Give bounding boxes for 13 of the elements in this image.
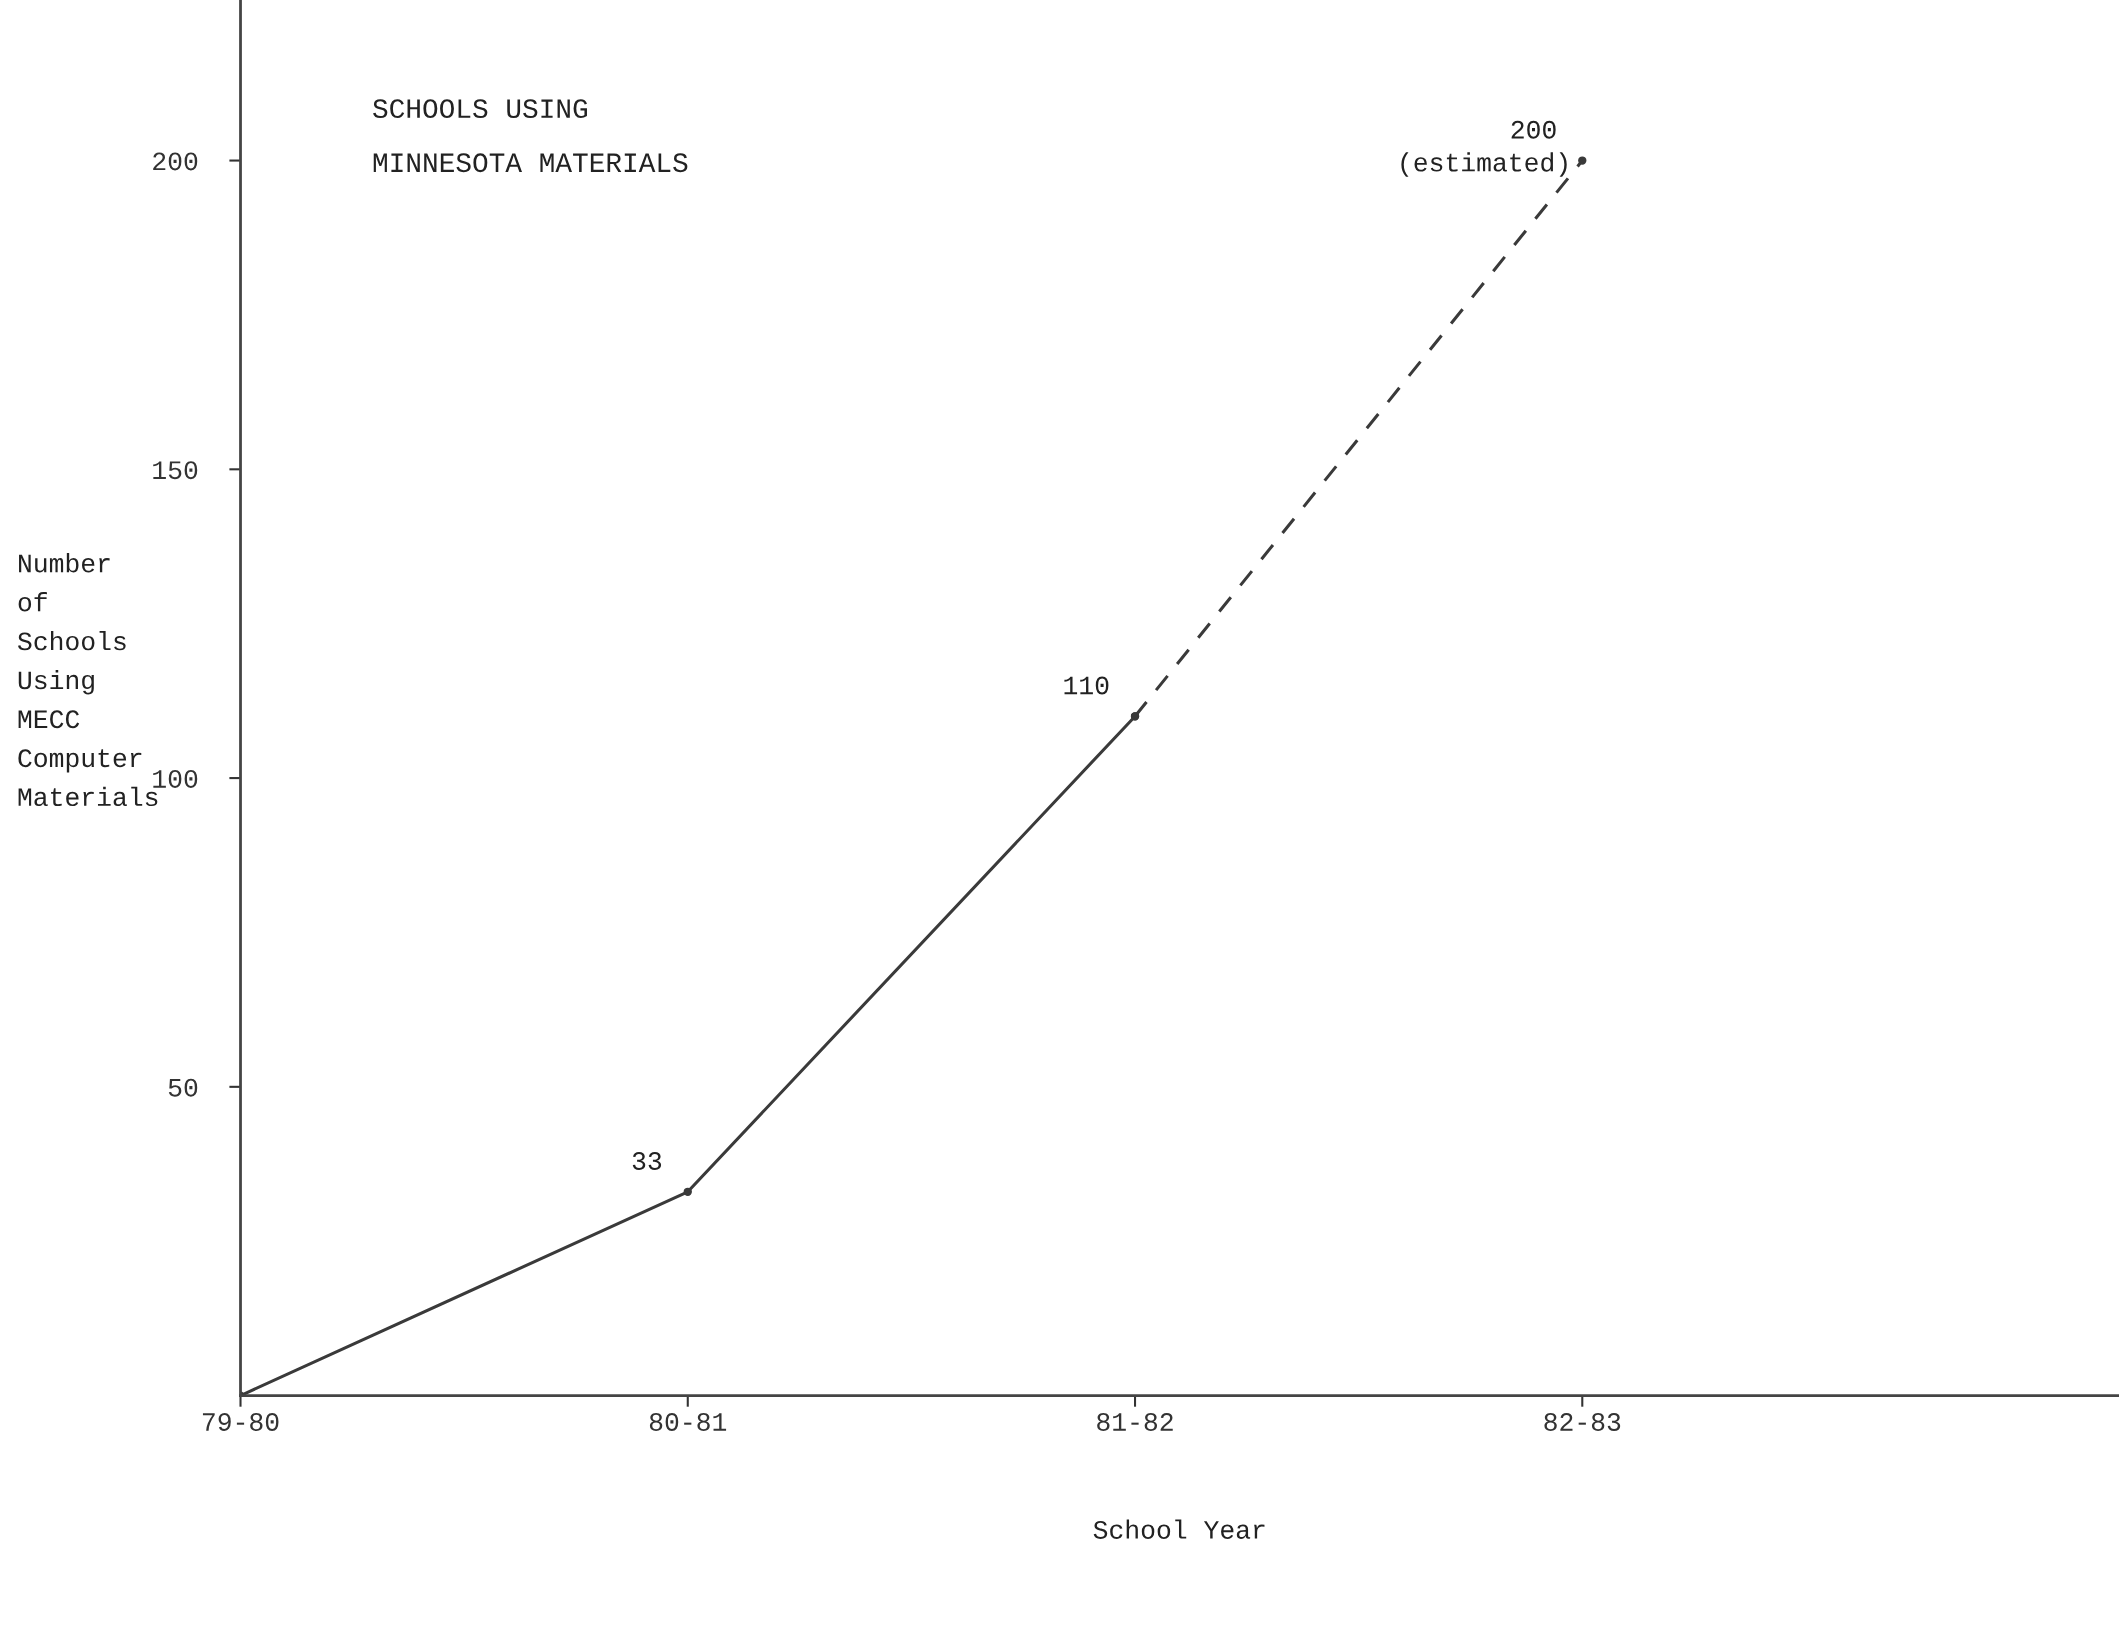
y-tick-label: 150 [153, 461, 198, 480]
y-tick-label: 50 [168, 1078, 198, 1097]
data-label: 110 [1064, 676, 1109, 695]
chart-title: SCHOOLS USING MINNESOTA MATERIALS [373, 99, 688, 173]
y-tick-label: 200 [153, 152, 198, 171]
x-tick-label: 81-82 [1097, 1413, 1173, 1431]
x-tick-label: 80-81 [649, 1413, 727, 1431]
annotation: (estimated) [1401, 152, 1567, 177]
data-label: 33 [632, 1152, 662, 1170]
x-tick-label: 82-83 [1544, 1413, 1621, 1431]
x-axis-title: School Year [1093, 1519, 1265, 1539]
data-label: 200 [1511, 120, 1556, 139]
x-tick-label: 79-80 [202, 1413, 279, 1431]
